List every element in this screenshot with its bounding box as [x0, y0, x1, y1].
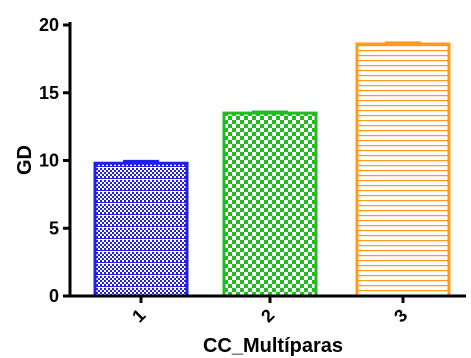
x-tick-label: 2 — [257, 305, 278, 326]
y-tick-label: 5 — [49, 218, 59, 238]
y-axis-title: GD — [14, 145, 36, 175]
bar-2 — [222, 111, 318, 298]
bar-3 — [355, 42, 451, 298]
y-tick-label: 20 — [39, 15, 59, 35]
x-tick-label: 3 — [390, 305, 411, 326]
bars-layer — [93, 41, 451, 298]
x-tick-label: 1 — [128, 305, 149, 326]
y-tick-label: 0 — [49, 286, 59, 306]
y-tick-label: 15 — [39, 83, 59, 103]
bar-1 — [93, 161, 189, 298]
x-axis-title: CC_Multíparas — [203, 335, 343, 357]
y-tick-label: 10 — [39, 151, 59, 171]
